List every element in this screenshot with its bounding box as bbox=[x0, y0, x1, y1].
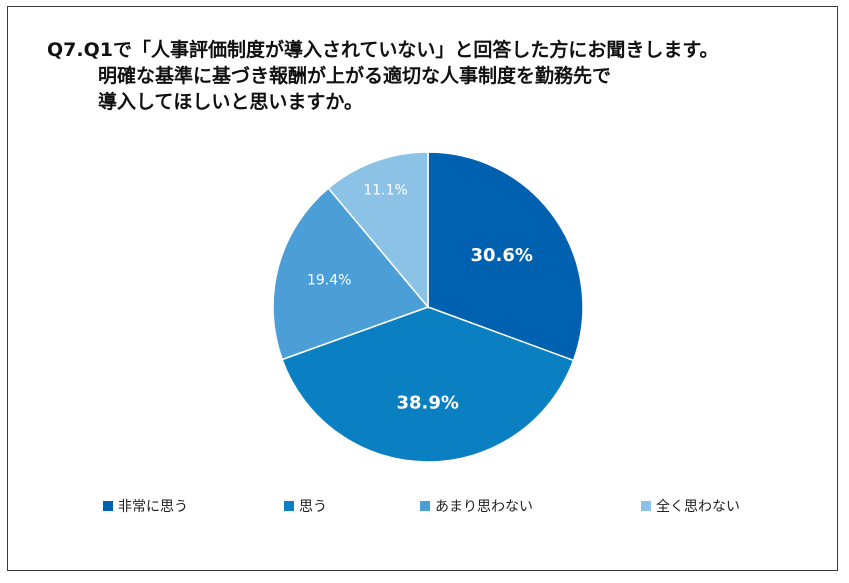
chart-title-line-2: 明確な基準に基づき報酬が上がる適切な人事制度を勤務先で bbox=[98, 65, 612, 87]
legend-label-2: 思う bbox=[299, 499, 327, 515]
legend-swatch-3 bbox=[420, 501, 430, 511]
pie-label-2: 38.9% bbox=[396, 393, 458, 414]
legend-item-4: 全く思わない bbox=[641, 496, 740, 516]
chart-title: Q7.Q1で「人事評価制度が導入されていない」と回答した方にお聞きします。 明確… bbox=[47, 37, 719, 115]
chart-title-line-1: Q7.Q1で「人事評価制度が導入されていない」と回答した方にお聞きします。 bbox=[47, 39, 719, 61]
chart-title-line-3: 導入してほしいと思いますか。 bbox=[98, 91, 364, 113]
pie-slice-2 bbox=[281, 306, 575, 463]
pie-slices bbox=[272, 151, 584, 463]
legend-label-3: あまり思わない bbox=[435, 499, 533, 515]
pie-label-3: 19.4% bbox=[307, 272, 351, 288]
pie-label-4: 11.1% bbox=[363, 183, 407, 199]
pie-slice-3 bbox=[272, 187, 430, 361]
legend-item-1: 非常に思う bbox=[103, 496, 188, 516]
pie-slice-4 bbox=[327, 151, 429, 310]
legend-swatch-1 bbox=[103, 501, 113, 511]
legend-label-4: 全く思わない bbox=[656, 499, 740, 515]
pie-label-1: 30.6% bbox=[470, 245, 532, 266]
legend-swatch-4 bbox=[641, 501, 651, 511]
legend-swatch-2 bbox=[284, 501, 294, 511]
legend-item-3: あまり思わない bbox=[420, 496, 533, 516]
chart-legend: 非常に思う 思う あまり思わない 全く思わない bbox=[0, 496, 849, 520]
legend-label-1: 非常に思う bbox=[118, 499, 188, 515]
legend-item-2: 思う bbox=[284, 496, 327, 516]
pie-slice-labels: 30.6% 38.9% 19.4% 11.1% bbox=[307, 183, 533, 414]
pie-slice-1 bbox=[427, 151, 584, 362]
